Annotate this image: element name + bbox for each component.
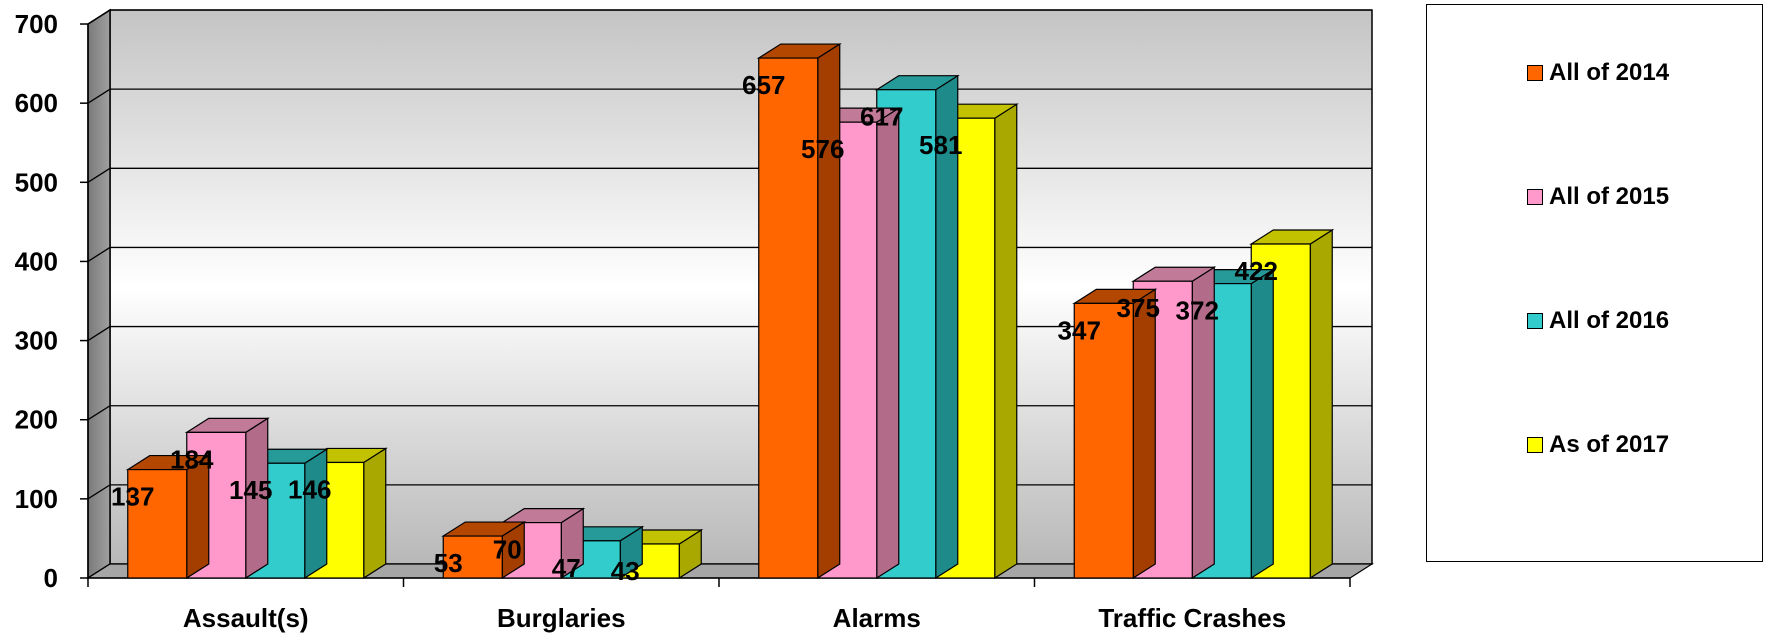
bar-all-of-2014-alarms	[756, 42, 842, 580]
data-label: 581	[919, 130, 962, 160]
bar-front	[442, 535, 503, 579]
y-tick-label: 400	[15, 246, 58, 276]
data-label: 47	[552, 553, 581, 583]
gridline-700	[87, 9, 1372, 25]
x-category-label: Burglaries	[497, 603, 626, 633]
x-category-labels: Assault(s) Burglaries Alarms Traffic Crashe…	[183, 603, 1286, 633]
y-tick-label: 200	[15, 405, 58, 435]
data-label: 372	[1176, 296, 1219, 326]
y-tick-label: 700	[15, 9, 58, 39]
bar-as-of-2017-burglaries	[618, 528, 704, 580]
data-label: 657	[742, 70, 785, 100]
y-tick-labels: 0 100 200 300 400 500 600 700	[15, 9, 58, 593]
data-label: 145	[229, 475, 272, 505]
bar-side	[876, 107, 900, 580]
bar-side	[1309, 228, 1333, 580]
bar-all-of-2014-burglaries	[441, 520, 527, 580]
legend-label: All of 2014	[1549, 59, 1670, 86]
legend-swatch	[1527, 189, 1543, 205]
y-tick-label: 0	[44, 563, 58, 593]
legend-item: All of 2016	[1527, 307, 1669, 335]
data-label: 617	[860, 102, 903, 132]
bar-front	[758, 57, 819, 579]
y-tick-label: 100	[15, 484, 58, 514]
data-labels: 137 184 145 146 53 70 47 43 657 576 617 581 347 375 37…	[111, 70, 1278, 586]
data-label: 347	[1058, 315, 1101, 345]
y-tick-label: 300	[15, 326, 58, 356]
data-label: 70	[493, 535, 522, 565]
legend-label: All of 2016	[1549, 307, 1670, 334]
data-label: 146	[288, 474, 331, 504]
legend: All of 2014 All of 2015 All of 2016 As of 2…	[1426, 4, 1763, 562]
bar-all-of-2014-assault-s-	[125, 454, 211, 580]
data-label: 43	[611, 556, 640, 586]
bar-side	[994, 103, 1018, 580]
bar-side	[304, 448, 328, 580]
bar-side	[363, 447, 387, 580]
y-tick-label: 600	[15, 88, 58, 118]
legend-label: As of 2017	[1549, 431, 1670, 458]
y-tick-label: 500	[15, 167, 58, 197]
bar-all-of-2014-traffic-crashes	[1072, 288, 1158, 580]
data-label: 184	[170, 444, 214, 474]
x-category-label: Traffic Crashes	[1098, 603, 1286, 633]
legend-swatch	[1527, 437, 1543, 453]
x-category-label: Alarms	[833, 603, 921, 633]
bar-front	[1073, 302, 1134, 579]
data-label: 576	[801, 134, 844, 164]
legend-label: All of 2015	[1549, 183, 1670, 210]
data-label: 137	[111, 482, 154, 512]
legend-item: All of 2015	[1527, 183, 1669, 211]
legend-item: All of 2014	[1527, 59, 1669, 87]
bar-side	[1250, 268, 1274, 580]
legend-item: As of 2017	[1527, 431, 1669, 459]
bar-side	[1132, 288, 1156, 580]
data-label: 53	[434, 548, 463, 578]
bar-side	[817, 42, 841, 580]
legend-swatch	[1527, 65, 1543, 81]
data-label: 422	[1235, 256, 1278, 286]
bar-front	[127, 468, 188, 579]
data-label: 375	[1117, 293, 1160, 323]
x-category-label: Assault(s)	[183, 603, 309, 633]
bars	[125, 42, 1335, 580]
legend-swatch	[1527, 313, 1543, 329]
